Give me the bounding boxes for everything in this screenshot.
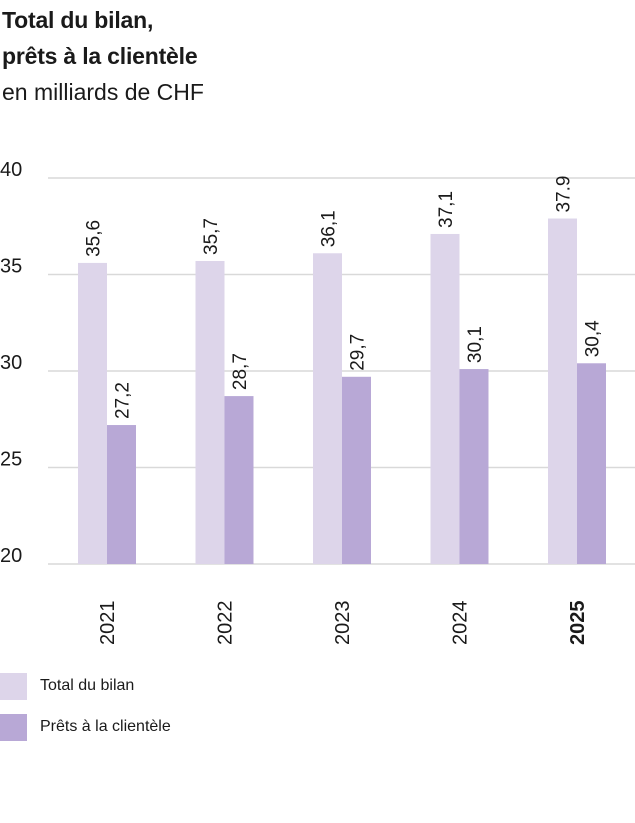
chart-subtitle: en milliards de CHF — [2, 79, 204, 105]
legend-label-total: Total du bilan — [40, 677, 135, 694]
bar-total — [430, 233, 460, 564]
data-label: 30,4 — [583, 320, 604, 357]
data-label: 27,2 — [113, 382, 134, 419]
data-label: 36,1 — [319, 210, 340, 247]
legend-swatch-total — [0, 672, 27, 700]
x-tick-label: 2025 — [567, 601, 589, 646]
chart-title-block: Total du bilan, prêts à la clientèle en … — [2, 2, 204, 110]
legend-label-prets: Prêts à la clientèle — [40, 718, 171, 735]
y-tick-label: 25 — [0, 449, 22, 471]
chart-title-line-2: prêts à la clientèle — [2, 43, 198, 69]
y-tick-label: 20 — [0, 545, 22, 567]
data-label: 35,6 — [84, 220, 105, 257]
bar-total — [78, 262, 107, 564]
y-tick-label: 35 — [0, 256, 22, 278]
legend: Total du bilan Prêts à la clientèle — [0, 672, 171, 754]
data-label: 28,7 — [230, 353, 251, 390]
bar-chart: 202530354035,627,2202135,728,7202236,129… — [0, 159, 635, 646]
data-label: 29,7 — [348, 334, 369, 371]
x-tick-label: 2024 — [450, 601, 472, 646]
data-label: 37.9 — [554, 176, 575, 213]
bar-total — [195, 260, 225, 564]
bar-prets — [342, 376, 371, 564]
data-label: 35,7 — [201, 218, 222, 255]
x-tick-label: 2023 — [332, 601, 354, 646]
bar-prets — [107, 425, 136, 564]
chart-title-line-1: Total du bilan, — [2, 7, 154, 33]
y-tick-label: 40 — [0, 159, 22, 181]
x-tick-label: 2022 — [215, 601, 237, 646]
legend-item-total: Total du bilan — [0, 672, 171, 700]
data-label: 30,1 — [465, 326, 486, 363]
legend-swatch-prets — [0, 713, 27, 741]
bar-total — [313, 253, 342, 564]
legend-item-prets: Prêts à la clientèle — [0, 713, 171, 741]
bar-prets — [459, 369, 489, 564]
x-tick-label: 2021 — [97, 601, 119, 646]
bar-prets — [224, 396, 254, 564]
bar-total — [548, 218, 577, 564]
data-label: 37,1 — [436, 191, 457, 228]
bar-prets — [577, 363, 606, 564]
y-tick-label: 30 — [0, 352, 22, 374]
